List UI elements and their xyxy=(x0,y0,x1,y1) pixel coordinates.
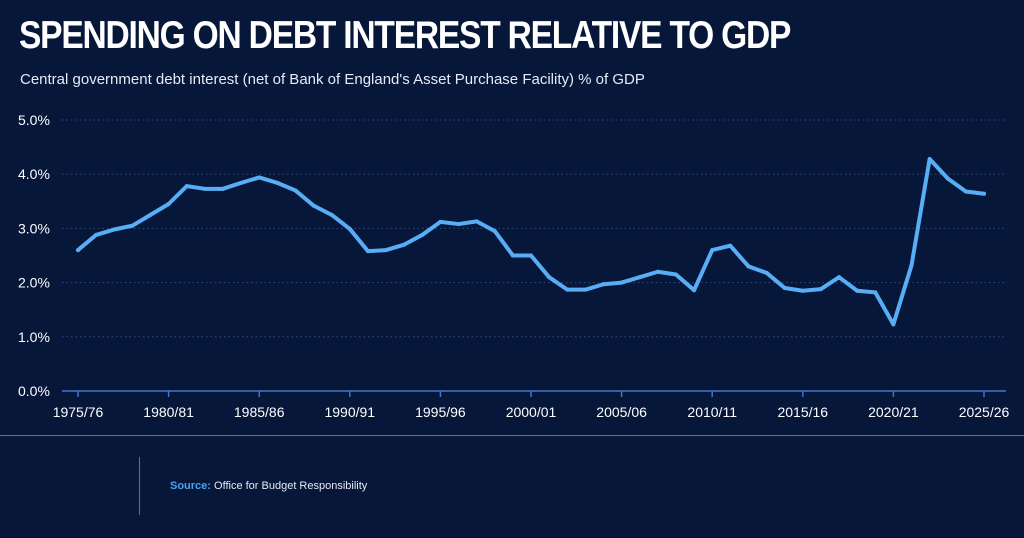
data-point xyxy=(583,287,588,292)
data-point xyxy=(655,269,660,274)
data-point xyxy=(275,180,280,185)
data-point xyxy=(909,263,914,268)
footer-vertical-rule xyxy=(139,457,140,515)
x-tick-label: 2020/21 xyxy=(868,404,919,420)
data-point xyxy=(257,175,262,180)
chart-subtitle: Central government debt interest (net of… xyxy=(20,71,645,88)
y-tick-label: 0.0% xyxy=(18,383,50,399)
data-point xyxy=(800,288,805,293)
x-tick-label: 2005/06 xyxy=(596,404,647,420)
x-tick-label: 2025/26 xyxy=(959,404,1010,420)
data-point xyxy=(347,226,352,231)
source-label: Source: xyxy=(170,480,211,492)
data-point xyxy=(637,275,642,280)
x-tick-label: 2015/16 xyxy=(777,404,828,420)
y-tick-label: 5.0% xyxy=(18,112,50,128)
data-point xyxy=(76,248,80,253)
data-point xyxy=(782,286,787,291)
data-point xyxy=(148,212,153,217)
data-point xyxy=(510,253,515,258)
x-tick-label: 1980/81 xyxy=(143,404,194,420)
chart-title: SPENDING ON DEBT INTEREST RELATIVE TO GD… xyxy=(19,14,791,57)
data-point xyxy=(692,288,697,293)
data-point xyxy=(891,322,896,327)
data-point xyxy=(311,203,316,208)
data-point xyxy=(492,229,497,234)
data-point xyxy=(166,202,171,207)
data-point xyxy=(982,191,986,196)
source-text: Office for Budget Responsibility xyxy=(214,480,368,492)
data-point xyxy=(529,253,533,258)
data-point xyxy=(112,227,117,232)
data-point xyxy=(420,232,425,237)
data-point xyxy=(837,275,842,280)
source-note: Source: Office for Budget Responsibility xyxy=(170,480,367,492)
data-point xyxy=(927,157,932,162)
x-tick-label: 1975/76 xyxy=(53,404,104,420)
data-point xyxy=(293,188,298,193)
data-point xyxy=(746,264,751,269)
data-point xyxy=(456,222,461,227)
data-point xyxy=(365,249,370,254)
data-point xyxy=(764,270,769,275)
data-point xyxy=(619,280,624,285)
data-point xyxy=(963,189,968,194)
x-tick-label: 1995/96 xyxy=(415,404,466,420)
x-tick-label: 1985/86 xyxy=(234,404,285,420)
data-point xyxy=(438,219,443,224)
x-tick-label: 2000/01 xyxy=(506,404,557,420)
y-tick-label: 1.0% xyxy=(18,329,50,345)
data-point xyxy=(547,275,552,280)
data-point xyxy=(402,242,407,247)
y-tick-label: 3.0% xyxy=(18,220,50,236)
data-point xyxy=(710,248,715,253)
data-point xyxy=(130,223,135,228)
data-point xyxy=(220,186,225,191)
data-point xyxy=(873,290,878,295)
x-tick-label: 1990/91 xyxy=(324,404,375,420)
y-tick-label: 2.0% xyxy=(18,275,50,291)
data-point xyxy=(945,176,950,181)
data-point xyxy=(202,186,207,191)
data-point xyxy=(474,219,479,224)
data-point xyxy=(239,180,244,185)
x-tick-label: 2010/11 xyxy=(687,404,737,420)
data-point xyxy=(728,243,733,248)
data-point xyxy=(384,248,389,253)
data-point xyxy=(94,232,99,237)
series-line xyxy=(76,157,986,327)
footer-divider xyxy=(0,435,1024,436)
data-point xyxy=(855,288,860,293)
data-point xyxy=(818,287,823,292)
line-chart: 0.0% 1.0% 2.0% 3.0% 4.0% 5.0% 1975/76 1980/81 19… xyxy=(18,112,1010,420)
data-point xyxy=(565,287,570,292)
data-point xyxy=(673,272,678,277)
y-tick-label: 4.0% xyxy=(18,166,50,182)
data-point xyxy=(184,184,189,189)
data-point xyxy=(601,282,606,287)
data-point xyxy=(329,212,334,217)
